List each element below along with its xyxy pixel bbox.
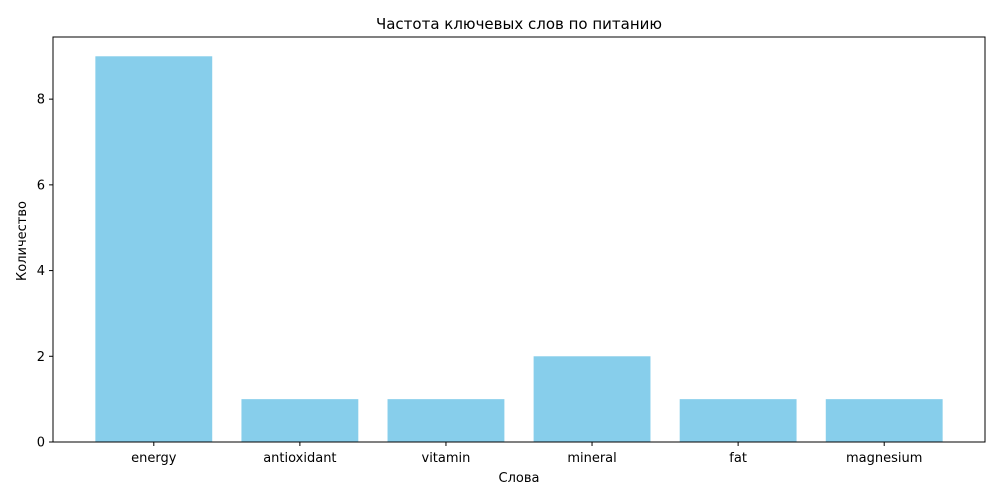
x-tick-label: antioxidant: [263, 451, 336, 466]
x-tick-label: magnesium: [846, 451, 922, 466]
y-tick-label: 2: [37, 350, 45, 365]
y-ticks-group: 0 2 4 6 8: [37, 93, 53, 451]
y-tick-label: 8: [37, 93, 45, 108]
bars-group: [95, 56, 943, 443]
bar-antioxidant: [241, 399, 359, 442]
x-tick-label: mineral: [567, 451, 616, 466]
y-tick-label: 6: [37, 178, 45, 193]
x-tick-label: energy: [131, 451, 177, 466]
plot-frame: [52, 36, 986, 443]
y-tick-label: 0: [37, 436, 45, 451]
x-tick-label: fat: [729, 451, 747, 466]
x-ticks-group: energy antioxidant vitamin mineral fat magnes…: [131, 442, 922, 466]
x-tick-label: vitamin: [422, 451, 471, 466]
x-axis-label: Слова: [499, 471, 540, 486]
bar-energy: [95, 56, 213, 443]
y-axis-label: Количество: [15, 201, 30, 281]
bar-vitamin: [387, 399, 505, 442]
y-tick-label: 4: [37, 264, 45, 279]
bar-fat: [679, 399, 797, 442]
bar-mineral: [533, 356, 651, 442]
bar-magnesium: [825, 399, 943, 442]
chart-title: Частота ключевых слов по питанию: [376, 15, 662, 33]
